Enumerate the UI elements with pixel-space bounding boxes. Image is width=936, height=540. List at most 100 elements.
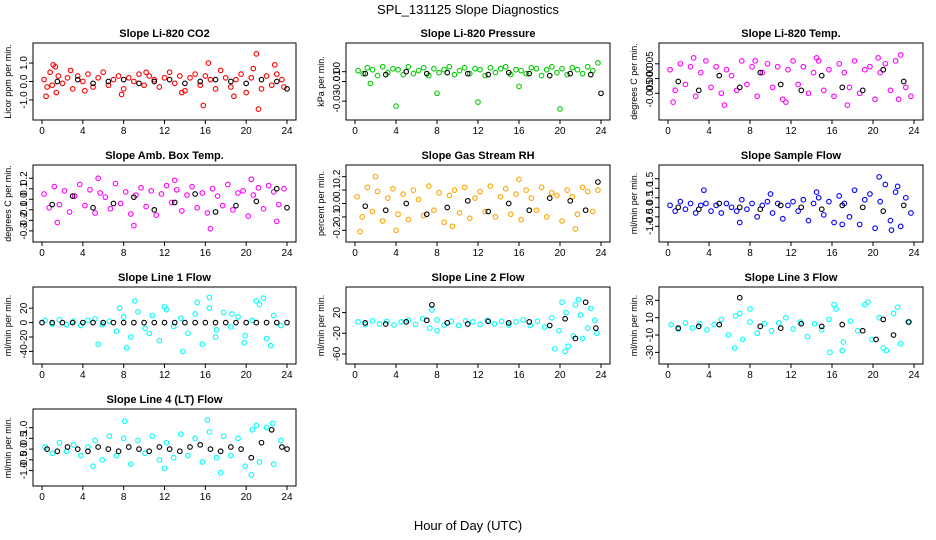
- data-point: [831, 219, 837, 226]
- data-point: [74, 73, 81, 79]
- data-point: [888, 227, 895, 233]
- overlay-point: [69, 319, 76, 326]
- overlay-point: [120, 76, 127, 83]
- data-point: [892, 57, 899, 64]
- data-point: [565, 343, 572, 350]
- y-tick-label: 0.5: [645, 190, 656, 204]
- x-tick-label: 4: [80, 370, 86, 381]
- data-point: [59, 80, 66, 87]
- data-point: [405, 63, 412, 70]
- data-point: [263, 73, 270, 79]
- overlay-point: [79, 319, 86, 326]
- data-point: [523, 187, 530, 193]
- data-point: [887, 87, 894, 94]
- data-point: [212, 86, 219, 92]
- y-tick-label: -10: [645, 327, 656, 342]
- data-point: [85, 317, 91, 324]
- x-tick-label: 0: [39, 248, 45, 259]
- data-point: [143, 203, 149, 210]
- data-point: [120, 86, 127, 92]
- data-point: [579, 70, 586, 77]
- data-point: [436, 69, 442, 76]
- overlay-point: [839, 321, 846, 328]
- overlay-point: [464, 70, 471, 77]
- data-point: [574, 211, 581, 218]
- data-point: [810, 200, 817, 207]
- y-tick-label: -1.0: [19, 462, 30, 480]
- data-point: [667, 202, 673, 209]
- overlay-point: [49, 319, 56, 326]
- overlay-point: [39, 319, 45, 326]
- overlay-point: [85, 448, 91, 455]
- overlay-point: [90, 204, 96, 211]
- data-point: [270, 189, 277, 195]
- data-point: [692, 93, 699, 100]
- data-point: [728, 72, 735, 79]
- panel-title: Slope Line 1 Flow: [118, 272, 211, 284]
- data-points: [354, 173, 601, 235]
- data-point: [877, 69, 884, 76]
- data-point: [127, 334, 134, 340]
- data-point: [713, 63, 720, 70]
- overlay-point: [798, 204, 805, 211]
- data-point: [171, 177, 178, 184]
- data-point: [398, 319, 404, 325]
- data-point: [861, 196, 868, 203]
- data-point: [146, 330, 153, 337]
- overlay-point: [253, 319, 260, 326]
- panel-title: Slope Gas Stream RH: [421, 150, 534, 162]
- data-point: [199, 190, 206, 196]
- overlay-point: [212, 209, 219, 215]
- data-point: [206, 294, 213, 301]
- data-point: [131, 78, 137, 85]
- data-point: [564, 187, 571, 193]
- data-point: [556, 327, 562, 334]
- data-point: [102, 194, 109, 201]
- data-point: [769, 210, 776, 216]
- data-point: [220, 309, 227, 316]
- x-tick-label: 12: [472, 370, 484, 381]
- data-point: [431, 207, 437, 214]
- data-point: [273, 71, 280, 77]
- data-point: [70, 441, 77, 448]
- data-point: [477, 66, 483, 73]
- x-tick-label: 24: [281, 370, 293, 381]
- data-point: [872, 96, 878, 103]
- data-point: [141, 82, 147, 89]
- data-point: [708, 208, 714, 214]
- y-tick-label: 0.2: [19, 171, 30, 185]
- overlay-point: [182, 80, 188, 87]
- data-point: [113, 452, 120, 459]
- data-point: [892, 189, 899, 195]
- overlay-point: [243, 80, 250, 87]
- x-tick-label: 24: [281, 126, 293, 137]
- overlay-point: [141, 319, 147, 326]
- data-point: [723, 66, 730, 73]
- data-point: [170, 454, 177, 461]
- y-tick-label: 1.0: [19, 56, 30, 70]
- data-point: [466, 215, 473, 222]
- data-point: [395, 66, 401, 73]
- data-point: [253, 422, 260, 429]
- data-point: [125, 74, 132, 81]
- overlay-point: [187, 444, 193, 450]
- x-tick-label: 8: [747, 126, 753, 137]
- overlay-point: [258, 439, 265, 446]
- overlay-point: [859, 204, 866, 211]
- data-point: [95, 74, 101, 81]
- overlay-point: [284, 319, 290, 326]
- data-point: [384, 195, 391, 201]
- overlay-point: [192, 319, 198, 326]
- data-point: [697, 69, 704, 76]
- data-point: [220, 433, 227, 440]
- data-point: [263, 335, 270, 342]
- data-point: [374, 72, 381, 79]
- overlay-point: [818, 206, 825, 213]
- data-point: [55, 73, 62, 79]
- data-point: [779, 215, 786, 222]
- data-point: [887, 217, 894, 224]
- data-point: [827, 349, 833, 356]
- overlay-point: [74, 76, 81, 83]
- data-point: [149, 433, 156, 440]
- data-point: [847, 318, 854, 325]
